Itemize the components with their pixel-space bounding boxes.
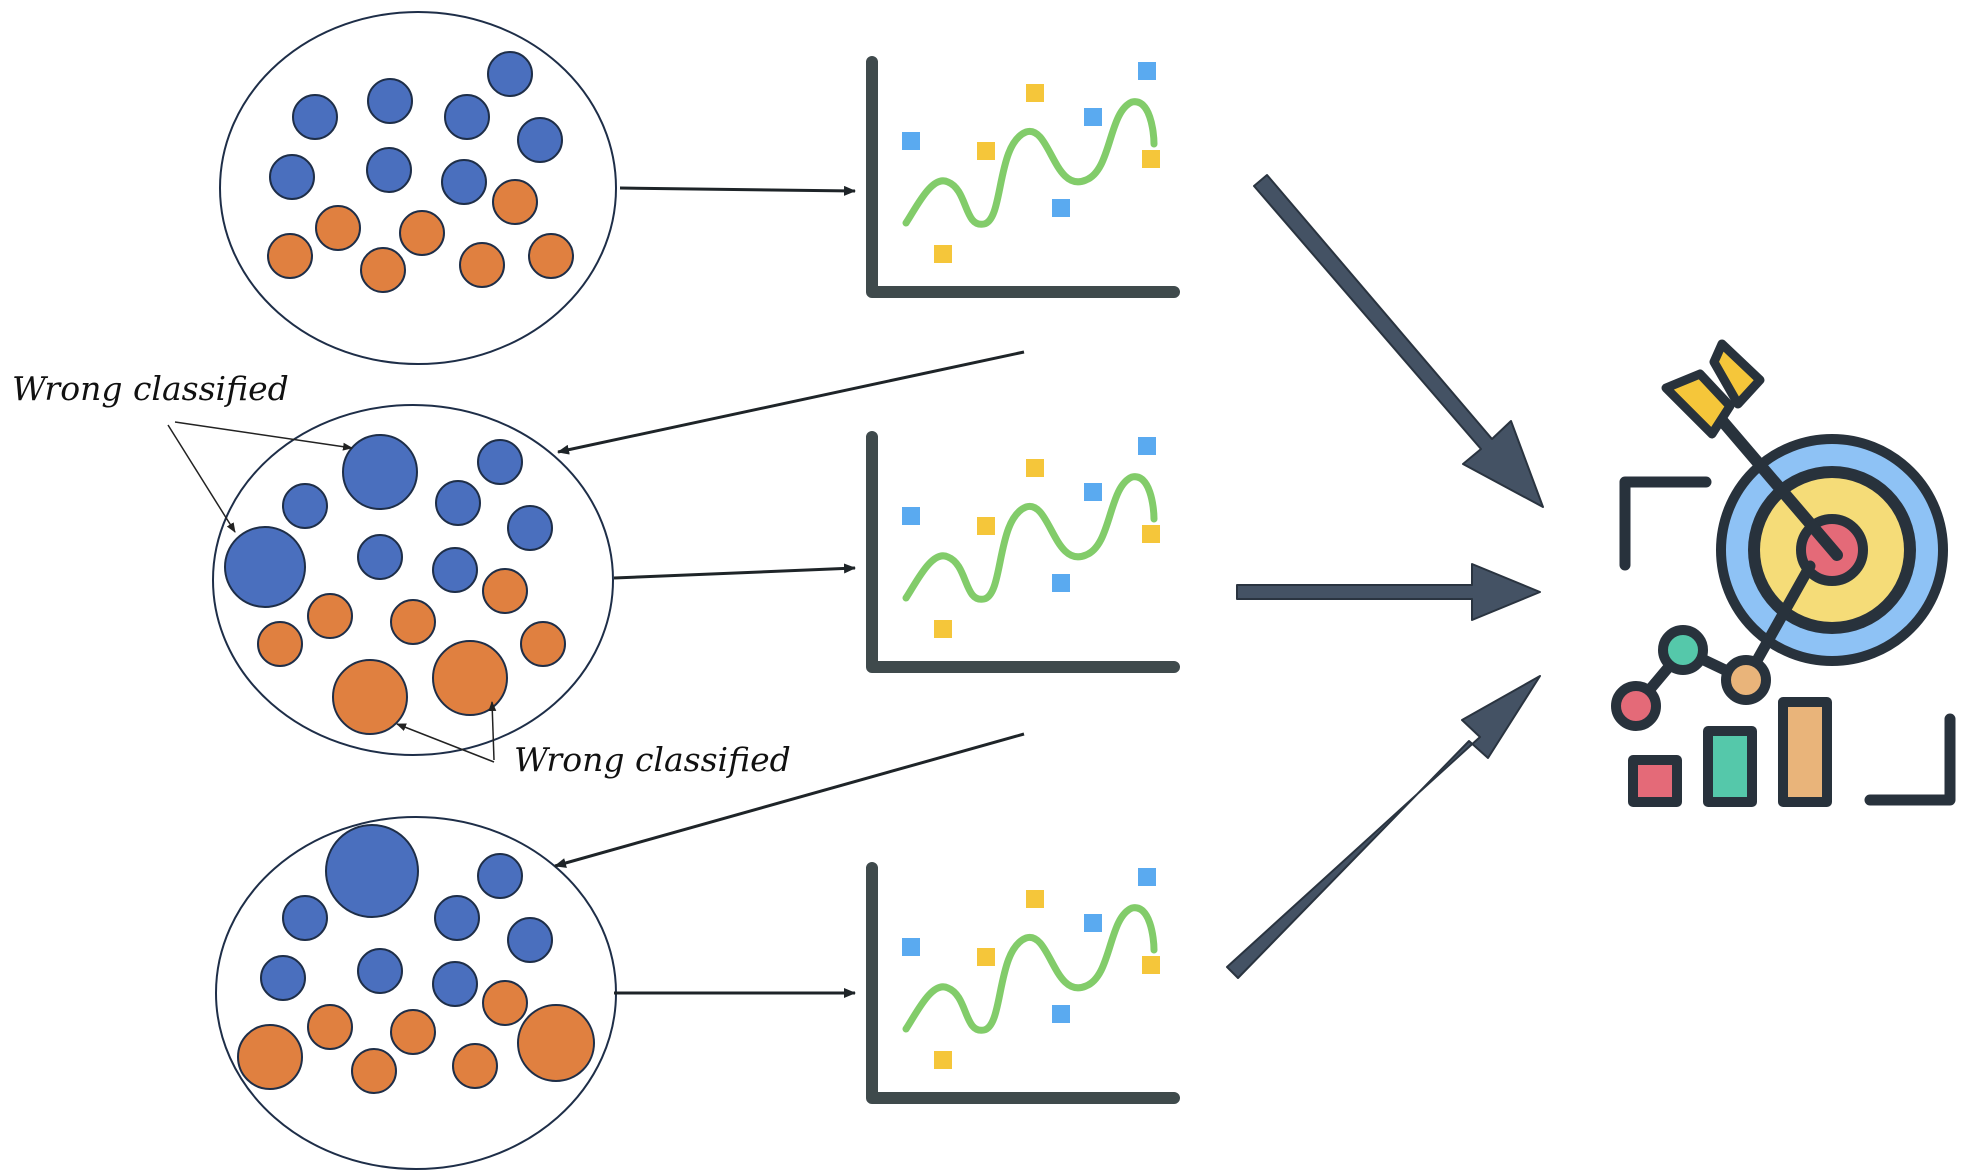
set2-to-learner2-arrow bbox=[613, 563, 856, 580]
annotation-label: Wrong classified bbox=[514, 740, 791, 779]
weak-learner-chart-2 bbox=[872, 437, 1174, 667]
sample-set-1 bbox=[219, 11, 617, 365]
aggregate-arrow-bottom bbox=[1226, 675, 1541, 979]
wrong-classified-annotation-bottom: Wrong classified bbox=[396, 701, 791, 779]
bar-chart-icon bbox=[1628, 697, 1832, 807]
class-a-samples bbox=[224, 434, 553, 608]
trend-line-icon bbox=[1611, 560, 1816, 731]
class-b-samples bbox=[257, 568, 566, 735]
strong-model-target-icon bbox=[1611, 339, 1956, 807]
annotation-label: Wrong classified bbox=[12, 369, 289, 408]
class-a-samples bbox=[260, 824, 553, 1007]
corner-bracket-icons bbox=[1619, 476, 1956, 806]
class-b-samples bbox=[237, 980, 595, 1094]
learner2-to-set3-arrow bbox=[554, 732, 1025, 868]
weak-learner-chart-3 bbox=[872, 868, 1174, 1098]
learner1-to-set2-arrow bbox=[557, 350, 1025, 455]
wrong-classified-annotation-top: Wrong classified bbox=[12, 369, 353, 533]
sample-set-3 bbox=[215, 816, 617, 1170]
weak-learner-chart-1 bbox=[872, 62, 1174, 292]
aggregate-arrow-top bbox=[1253, 174, 1544, 508]
class-a-samples bbox=[269, 51, 563, 205]
aggregate-arrow-middle bbox=[1236, 563, 1541, 621]
class-b-samples bbox=[267, 179, 574, 293]
ensemble-arrows bbox=[1226, 174, 1544, 979]
sample-set-2 bbox=[212, 404, 614, 756]
set1-to-learner1-arrow bbox=[619, 185, 856, 196]
connector-arrows bbox=[554, 185, 1025, 998]
dart-arrow-icon bbox=[1661, 339, 1843, 561]
